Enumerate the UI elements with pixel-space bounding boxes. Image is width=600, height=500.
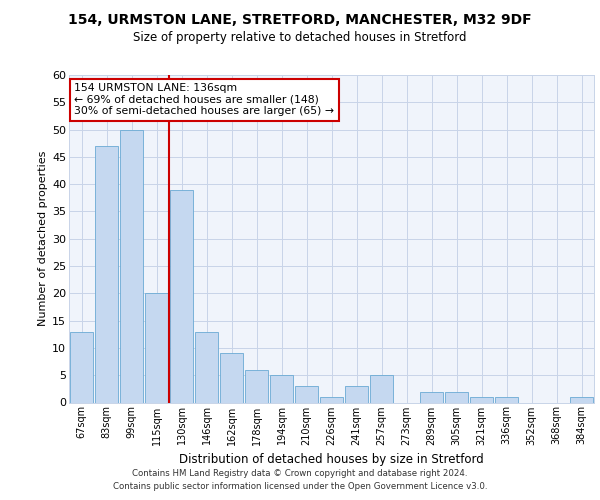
Text: Contains HM Land Registry data © Crown copyright and database right 2024.
Contai: Contains HM Land Registry data © Crown c… [113, 470, 487, 491]
Bar [345, 386, 368, 402]
Bar [245, 370, 268, 402]
Bar [420, 392, 443, 402]
Bar [220, 354, 243, 403]
Text: Size of property relative to detached houses in Stretford: Size of property relative to detached ho… [133, 31, 467, 44]
Bar [170, 190, 193, 402]
Bar [570, 397, 593, 402]
Bar [445, 392, 468, 402]
Bar [145, 294, 168, 403]
Bar [120, 130, 143, 402]
Bar [70, 332, 93, 402]
Bar [270, 375, 293, 402]
Bar [370, 375, 393, 402]
X-axis label: Distribution of detached houses by size in Stretford: Distribution of detached houses by size … [179, 453, 484, 466]
Bar [195, 332, 218, 402]
Text: 154 URMSTON LANE: 136sqm
← 69% of detached houses are smaller (148)
30% of semi-: 154 URMSTON LANE: 136sqm ← 69% of detach… [74, 83, 334, 116]
Text: 154, URMSTON LANE, STRETFORD, MANCHESTER, M32 9DF: 154, URMSTON LANE, STRETFORD, MANCHESTER… [68, 13, 532, 27]
Bar [295, 386, 318, 402]
Bar [95, 146, 118, 403]
Bar [470, 397, 493, 402]
Y-axis label: Number of detached properties: Number of detached properties [38, 151, 48, 326]
Bar [320, 397, 343, 402]
Bar [495, 397, 518, 402]
